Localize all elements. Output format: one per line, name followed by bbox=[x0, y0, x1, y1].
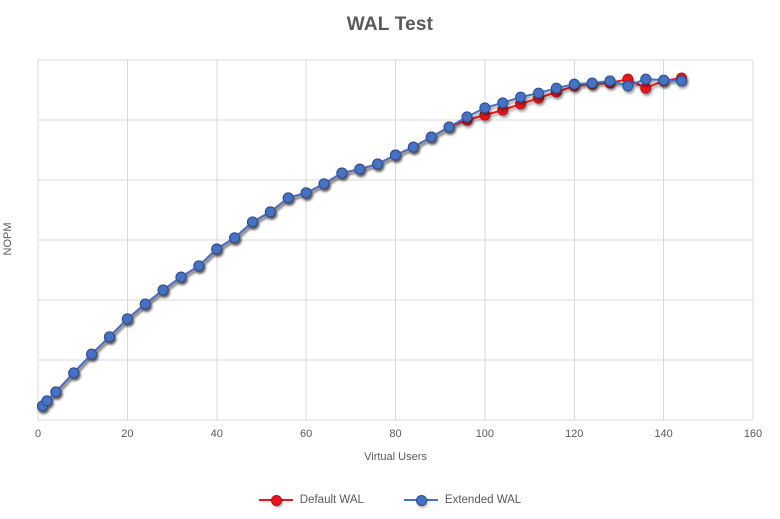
svg-text:0: 0 bbox=[35, 428, 41, 440]
default-wal-line-marker-icon bbox=[258, 495, 293, 506]
legend-label-extended-wal: Extended WAL bbox=[444, 494, 522, 506]
chart-title: WAL Test bbox=[346, 14, 434, 35]
legend: Default WAL Extended WAL bbox=[0, 488, 780, 512]
svg-text:80: 80 bbox=[389, 428, 401, 440]
extended-wal-line-marker-icon bbox=[403, 495, 438, 506]
svg-text:40: 40 bbox=[211, 428, 223, 440]
legend-label-default-wal: Default WAL bbox=[299, 494, 364, 506]
svg-text:160: 160 bbox=[744, 428, 762, 440]
svg-text:20: 20 bbox=[121, 428, 133, 440]
x-axis-title: Virtual Users bbox=[364, 451, 427, 463]
svg-text:120: 120 bbox=[565, 428, 583, 440]
legend-item-default-wal: Default WAL bbox=[258, 494, 364, 506]
svg-text:60: 60 bbox=[300, 428, 312, 440]
legend-item-extended-wal: Extended WAL bbox=[403, 494, 522, 506]
svg-text:100: 100 bbox=[476, 428, 494, 440]
svg-text:140: 140 bbox=[654, 428, 672, 440]
y-axis-title: NOPM bbox=[2, 222, 14, 256]
